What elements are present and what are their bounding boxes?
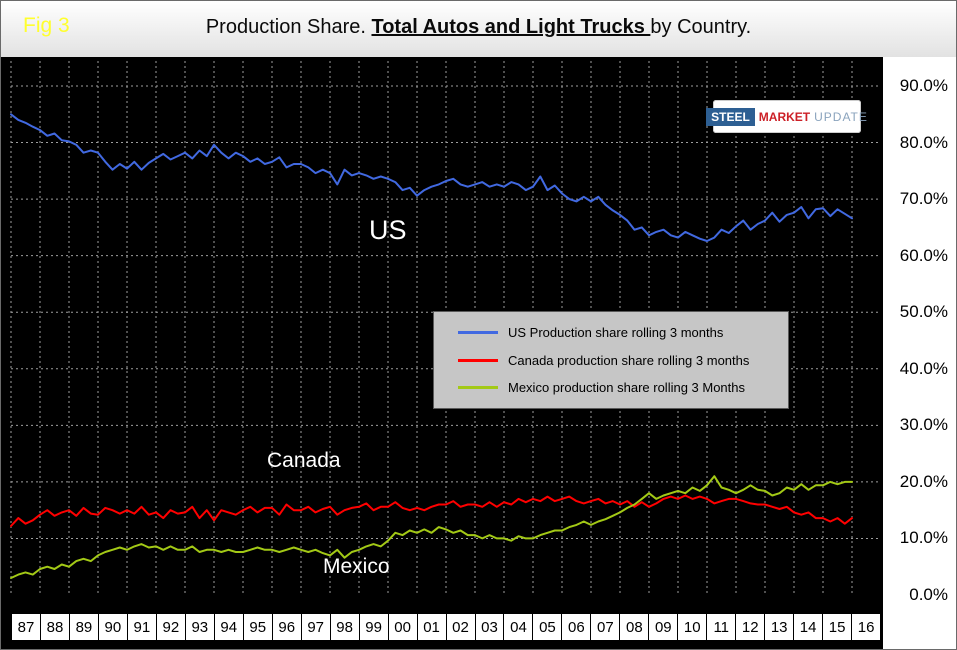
series-line-canada [10, 494, 853, 527]
logo-word-market: MARKET [758, 109, 811, 124]
x-axis-tick: 99 [358, 614, 388, 640]
canada-series-label: Canada [267, 449, 341, 472]
legend-item-canada: Canada production share rolling 3 months [458, 353, 788, 368]
x-axis-tick: 02 [445, 614, 475, 640]
x-axis-tick: 07 [590, 614, 619, 640]
logo-word-update: UPDATE [814, 109, 868, 124]
x-axis-tick: 90 [97, 614, 127, 640]
x-axis-tick: 98 [329, 614, 359, 640]
chart-title: Production Share. Total Autos and Light … [1, 16, 956, 39]
x-axis-tick: 04 [503, 614, 532, 640]
y-axis-label: 40.0% [899, 358, 948, 378]
x-axis-tick: 11 [706, 614, 735, 640]
x-axis-tick: 93 [184, 614, 214, 640]
series-line-us [10, 113, 853, 242]
x-axis-tick: 00 [387, 614, 417, 640]
plot-area: 90.0% 80.0% 70.0% 60.0% 50.0% 40.0% 30.0% 20.0%… [1, 57, 956, 649]
title-band: Fig 3 Production Share. Total Autos and … [1, 1, 956, 57]
chart-title-emphasis: Total Autos and Light Trucks [371, 16, 651, 38]
y-axis-label: 70.0% [899, 189, 948, 209]
series-line-mexico [10, 475, 853, 579]
chart-title-prefix: Production Share. [205, 16, 372, 38]
x-axis-tick: 91 [126, 614, 156, 640]
x-axis-tick: 10 [677, 614, 706, 640]
logo-word-steel: STEEL [706, 107, 755, 126]
x-axis-tick: 09 [648, 614, 677, 640]
fig-label: Fig 3 [23, 14, 70, 37]
legend-label-canada: Canada production share rolling 3 months [508, 352, 750, 368]
x-axis-tick: 88 [39, 614, 69, 640]
x-axis-tick: 01 [416, 614, 446, 640]
mexico-line-swatch [458, 386, 498, 390]
x-axis-tick: 87 [17, 618, 35, 636]
x-axis-tick: 14 [793, 614, 822, 640]
y-axis-label: 90.0% [899, 76, 948, 95]
x-axis-tick: 92 [155, 614, 185, 640]
steel-market-update-logo: STEEL MARKET UPDATE [706, 100, 867, 133]
us-line-swatch [458, 330, 498, 334]
y-axis-label: 0.0% [909, 585, 948, 604]
y-axis-label: 20.0% [899, 471, 948, 491]
x-axis-tick: 89 [68, 614, 98, 640]
canada-line-swatch [458, 358, 498, 362]
mexico-series-label: Mexico [323, 555, 390, 578]
y-axis-label: 10.0% [899, 528, 948, 548]
y-axis-label: 60.0% [899, 245, 948, 265]
legend-label-mexico: Mexico production share rolling 3 Months [508, 380, 746, 396]
legend-item-us: US Production share rolling 3 months [458, 325, 788, 340]
x-axis-tick: 12 [735, 614, 764, 640]
legend: US Production share rolling 3 months Can… [433, 311, 789, 409]
x-axis-tick: 15 [822, 614, 851, 640]
x-axis-tick: 97 [300, 614, 330, 640]
x-axis-tick: 13 [764, 614, 793, 640]
y-axis-label: 30.0% [899, 415, 948, 435]
x-axis-tick: 05 [532, 614, 561, 640]
legend-item-mexico: Mexico production share rolling 3 Months [458, 380, 788, 395]
x-axis-tick: 96 [271, 614, 301, 640]
us-series-label: US [369, 215, 407, 245]
y-axis-label: 80.0% [899, 132, 948, 152]
y-axis: 90.0% 80.0% 70.0% 60.0% 50.0% 40.0% 30.0% 20.0%… [883, 57, 956, 649]
x-axis-tick: 03 [474, 614, 504, 640]
x-axis-tick: 95 [242, 614, 272, 640]
legend-label-us: US Production share rolling 3 months [508, 324, 724, 340]
x-axis-tick: 16 [851, 614, 880, 640]
chart-title-suffix: by Country. [650, 16, 752, 38]
y-axis-label: 50.0% [899, 302, 948, 322]
x-axis-tick: 08 [619, 614, 648, 640]
x-axis-tick: 06 [561, 614, 590, 640]
x-axis-tick: 94 [213, 614, 243, 640]
x-axis: 87 88 89 90 91 92 93 94 95 96 97 98 99 00 01 02 03 04 05 06… [11, 613, 881, 641]
